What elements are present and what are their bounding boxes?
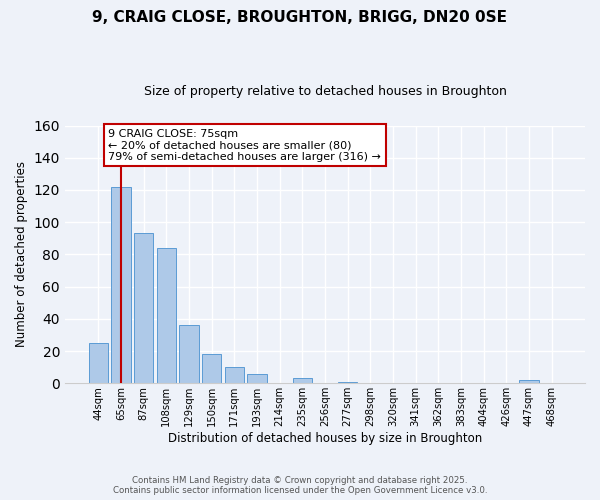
Bar: [520, 380, 539, 384]
Bar: [179, 326, 199, 384]
Title: Size of property relative to detached houses in Broughton: Size of property relative to detached ho…: [143, 85, 506, 98]
Bar: [202, 354, 221, 384]
Bar: [157, 248, 176, 384]
Text: 9 CRAIG CLOSE: 75sqm
← 20% of detached houses are smaller (80)
79% of semi-detac: 9 CRAIG CLOSE: 75sqm ← 20% of detached h…: [109, 129, 381, 162]
Text: Contains HM Land Registry data © Crown copyright and database right 2025.
Contai: Contains HM Land Registry data © Crown c…: [113, 476, 487, 495]
Bar: [89, 343, 108, 384]
X-axis label: Distribution of detached houses by size in Broughton: Distribution of detached houses by size …: [168, 432, 482, 445]
Bar: [338, 382, 357, 384]
Bar: [293, 378, 312, 384]
Bar: [247, 374, 266, 384]
Y-axis label: Number of detached properties: Number of detached properties: [15, 162, 28, 348]
Text: 9, CRAIG CLOSE, BROUGHTON, BRIGG, DN20 0SE: 9, CRAIG CLOSE, BROUGHTON, BRIGG, DN20 0…: [92, 10, 508, 25]
Bar: [224, 367, 244, 384]
Bar: [134, 234, 153, 384]
Bar: [111, 187, 131, 384]
